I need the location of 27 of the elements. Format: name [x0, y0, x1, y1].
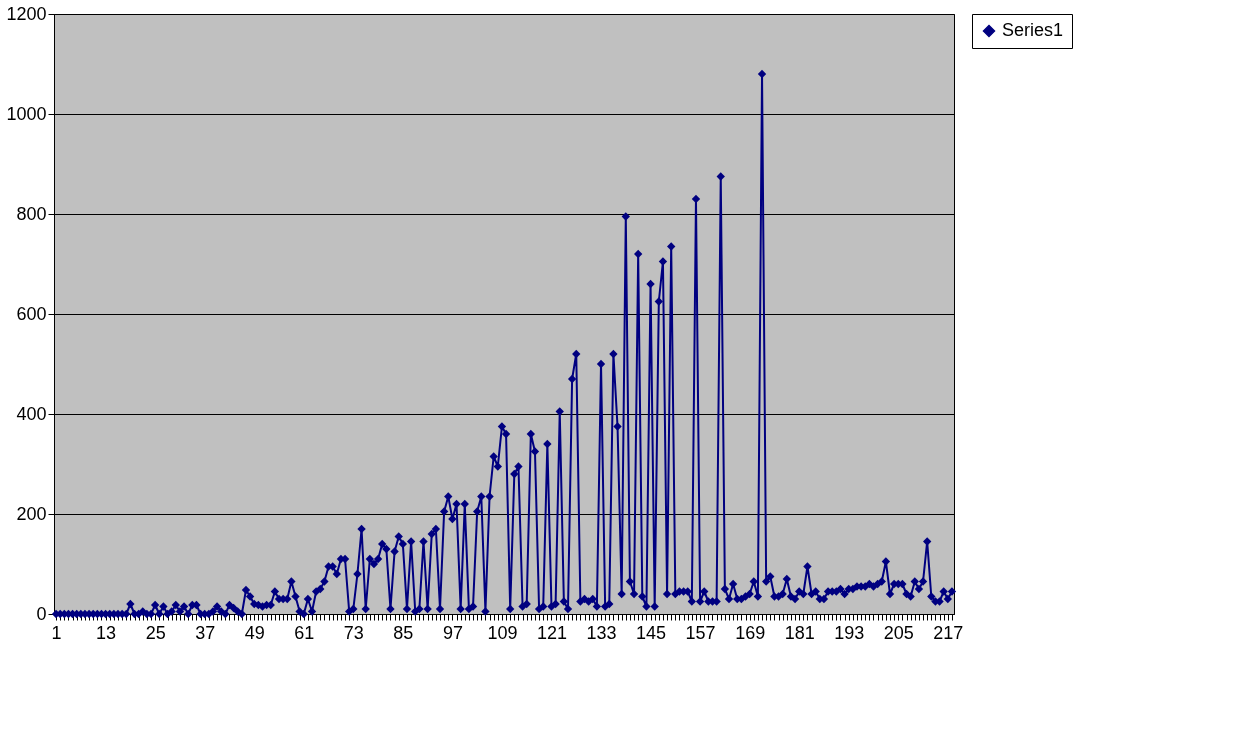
- y-tick-label: 400: [16, 403, 47, 424]
- x-tick-label: 13: [96, 622, 117, 643]
- x-tick-label: 61: [294, 622, 315, 643]
- legend-label: Series1: [1002, 20, 1064, 40]
- x-tick-label: 157: [685, 622, 716, 643]
- x-tick-label: 73: [343, 622, 364, 643]
- x-tick-label: 169: [735, 622, 766, 643]
- x-tick-label: 193: [834, 622, 865, 643]
- x-tick-label: 37: [195, 622, 216, 643]
- x-tick-label: 97: [442, 622, 463, 643]
- x-tick-label: 49: [244, 622, 265, 643]
- x-tick-label: 25: [145, 622, 166, 643]
- x-tick-label: 109: [487, 622, 518, 643]
- x-tick-label: 181: [784, 622, 815, 643]
- x-tick-label: 85: [393, 622, 414, 643]
- y-tick-label: 1000: [6, 103, 47, 124]
- x-tick-label: 145: [636, 622, 667, 643]
- y-tick-label: 200: [16, 503, 47, 524]
- x-tick-label: 205: [883, 622, 914, 643]
- y-tick-label: 1200: [6, 3, 47, 24]
- y-tick-label: 800: [16, 203, 47, 224]
- x-tick-label: 1: [51, 622, 62, 643]
- y-tick-label: 0: [36, 603, 47, 624]
- x-tick-label: 217: [933, 622, 964, 643]
- y-tick-label: 600: [16, 303, 47, 324]
- x-tick-label: 121: [536, 622, 567, 643]
- x-tick-label: 133: [586, 622, 617, 643]
